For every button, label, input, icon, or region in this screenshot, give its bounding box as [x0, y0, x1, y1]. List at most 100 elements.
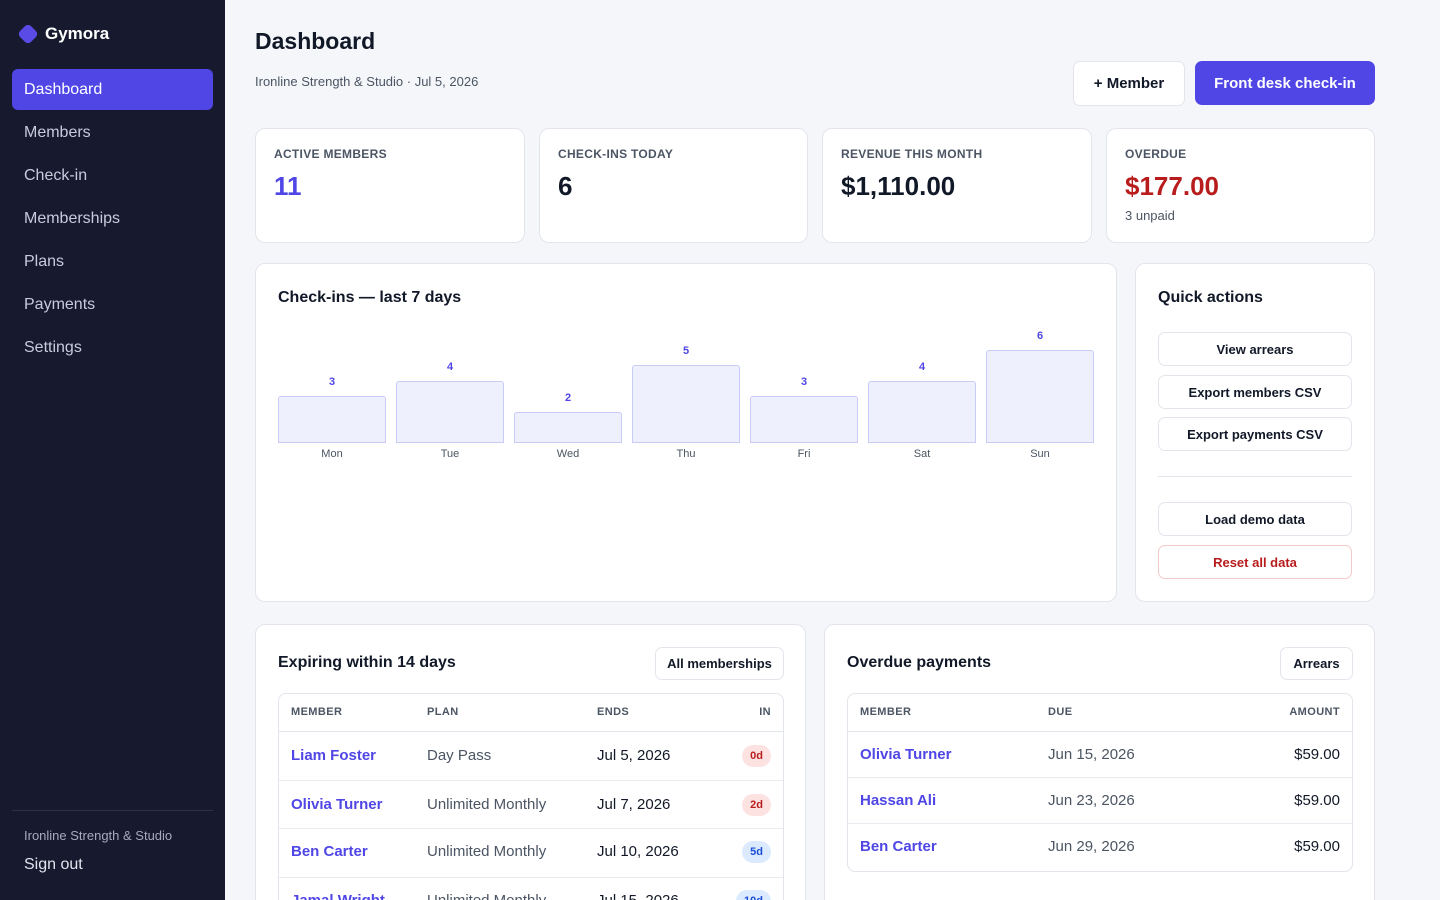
- expiring-title: Expiring within 14 days: [278, 654, 456, 671]
- member-link[interactable]: Liam Foster: [291, 747, 377, 764]
- days-left-badge: 5d: [742, 841, 771, 863]
- table-row[interactable]: Ben Carter Unlimited Monthly Jul 10, 202…: [279, 829, 783, 878]
- stat-label: REVENUE THIS MONTH: [841, 147, 983, 161]
- stat-label: OVERDUE: [1125, 147, 1187, 161]
- column-header-in: IN: [759, 706, 771, 718]
- table-row[interactable]: Liam Foster Day Pass Jul 5, 2026 0d: [279, 732, 783, 781]
- reset-all-data-button[interactable]: Reset all data: [1158, 545, 1352, 579]
- sidebar-item-payments[interactable]: Payments: [24, 295, 96, 313]
- bar-category-label: Thu: [676, 448, 696, 460]
- add-member-button[interactable]: + Member: [1073, 61, 1185, 106]
- view-arrears-button[interactable]: View arrears: [1158, 332, 1352, 366]
- table-row[interactable]: Jamal Wright Unlimited Monthly Jul 15, 2…: [279, 878, 783, 900]
- page-title: Dashboard: [255, 28, 376, 54]
- bar-value-label: 3: [800, 376, 808, 388]
- member-link[interactable]: Olivia Turner: [291, 796, 383, 813]
- bar-value-label: 2: [564, 392, 572, 404]
- stat-card-revenue: REVENUE THIS MONTH $1,110.00: [822, 128, 1092, 243]
- days-left-badge: 0d: [742, 745, 771, 767]
- sidebar-nav: Dashboard Members Check-in Memberships P…: [12, 69, 213, 370]
- stat-note: 3 unpaid: [1125, 208, 1175, 223]
- stat-card-overdue: OVERDUE $177.00 3 unpaid: [1106, 128, 1375, 243]
- amount-cell: $59.00: [1294, 792, 1340, 809]
- sidebar-item-memberships[interactable]: Memberships: [24, 209, 121, 227]
- member-link[interactable]: Ben Carter: [291, 843, 368, 860]
- overdue-table: MEMBER DUE AMOUNT Olivia Turner Jun 15, …: [847, 693, 1353, 872]
- expiring-table: MEMBER PLAN ENDS IN Liam Foster Day Pass…: [278, 693, 784, 900]
- sidebar-item-settings[interactable]: Settings: [24, 338, 82, 356]
- divider: [1158, 476, 1352, 477]
- table-header: MEMBER PLAN ENDS IN: [279, 694, 783, 732]
- org-name: Ironline Strength & Studio: [24, 828, 173, 843]
- chart-bar: [396, 381, 504, 443]
- export-members-csv-button[interactable]: Export members CSV: [1158, 375, 1352, 409]
- bar-category-label: Tue: [440, 448, 460, 460]
- bar-category-label: Wed: [556, 448, 580, 460]
- table-row[interactable]: Hassan Ali Jun 23, 2026 $59.00: [848, 778, 1352, 824]
- checkins-bar-chart: 3 Mon 4 Tue 2 Wed 5 Thu 3 Fri 4 Sat 6 Sun: [278, 264, 1096, 603]
- plan-cell: Unlimited Monthly: [427, 843, 547, 860]
- plan-cell: Day Pass: [427, 747, 492, 764]
- column-header-due: DUE: [1048, 706, 1073, 718]
- chart-bar: [986, 350, 1094, 443]
- column-header-member: MEMBER: [860, 706, 912, 718]
- amount-cell: $59.00: [1294, 838, 1340, 855]
- stat-card-checkins-today: CHECK-INS TODAY 6: [539, 128, 808, 243]
- sidebar-item-check-in[interactable]: Check-in: [24, 166, 88, 184]
- table-row[interactable]: Ben Carter Jun 29, 2026 $59.00: [848, 824, 1352, 870]
- brand[interactable]: Gymora: [17, 23, 110, 45]
- column-header-amount: AMOUNT: [1289, 706, 1340, 718]
- chart-bar: [632, 365, 740, 443]
- checkins-chart-card: Check-ins — last 7 days 3 Mon 4 Tue 2 Wed 5 Thu…: [255, 263, 1117, 602]
- amount-cell: $59.00: [1294, 746, 1340, 763]
- expiring-memberships-card: Expiring within 14 days All memberships …: [255, 624, 806, 900]
- page-subtitle: Ironline Strength & Studio · Jul 5, 2026: [255, 74, 479, 89]
- chart-bar: [514, 412, 622, 443]
- sidebar-footer: Ironline Strength & Studio Sign out: [12, 810, 213, 874]
- brand-name: Gymora: [45, 24, 110, 43]
- column-header-plan: PLAN: [427, 706, 459, 718]
- bar-category-label: Sat: [913, 448, 931, 460]
- sidebar-item-plans[interactable]: Plans: [24, 252, 65, 270]
- days-left-badge: 10d: [736, 890, 771, 900]
- sign-out-link[interactable]: Sign out: [24, 856, 83, 873]
- table-header: MEMBER DUE AMOUNT: [848, 694, 1352, 732]
- stat-value: 11: [274, 171, 302, 201]
- ends-cell: Jul 15, 2026: [597, 892, 679, 900]
- stat-value: $1,110.00: [841, 171, 956, 201]
- stat-label: CHECK-INS TODAY: [558, 147, 674, 161]
- member-link[interactable]: Jamal Wright: [291, 892, 385, 900]
- bar-value-label: 3: [328, 376, 336, 388]
- table-row[interactable]: Olivia Turner Jun 15, 2026 $59.00: [848, 732, 1352, 778]
- column-header-member: MEMBER: [291, 706, 343, 718]
- chart-bar: [750, 396, 858, 443]
- all-memberships-button[interactable]: All memberships: [655, 647, 784, 680]
- plan-cell: Unlimited Monthly: [427, 892, 546, 900]
- stat-label: ACTIVE MEMBERS: [274, 147, 387, 161]
- ends-cell: Jul 10, 2026: [597, 843, 679, 860]
- due-cell: Jun 29, 2026: [1048, 838, 1135, 855]
- days-left-badge: 2d: [742, 794, 771, 816]
- table-row[interactable]: Olivia Turner Unlimited Monthly Jul 7, 2…: [279, 781, 783, 829]
- bar-value-label: 4: [446, 361, 454, 373]
- bar-value-label: 6: [1036, 330, 1044, 342]
- bar-value-label: 4: [918, 361, 926, 373]
- chart-bar: [868, 381, 976, 443]
- front-desk-checkin-button[interactable]: Front desk check-in: [1195, 61, 1375, 105]
- due-cell: Jun 23, 2026: [1048, 792, 1135, 809]
- load-demo-data-button[interactable]: Load demo data: [1158, 502, 1352, 536]
- sidebar-item-members[interactable]: Members: [24, 123, 91, 141]
- member-link[interactable]: Hassan Ali: [860, 792, 937, 809]
- sidebar-item-dashboard[interactable]: Dashboard: [12, 69, 213, 110]
- stat-value: 6: [558, 171, 573, 201]
- arrears-button[interactable]: Arrears: [1280, 647, 1353, 680]
- member-link[interactable]: Olivia Turner: [860, 746, 952, 763]
- member-link[interactable]: Ben Carter: [860, 838, 937, 855]
- quick-actions-card: Quick actions View arrears Export member…: [1135, 263, 1375, 602]
- export-payments-csv-button[interactable]: Export payments CSV: [1158, 417, 1352, 451]
- chart-bar: [278, 396, 386, 443]
- overdue-title: Overdue payments: [847, 654, 992, 671]
- ends-cell: Jul 5, 2026: [597, 747, 671, 764]
- overdue-payments-card: Overdue payments Arrears MEMBER DUE AMOU…: [824, 624, 1375, 900]
- logo-icon: [17, 23, 39, 45]
